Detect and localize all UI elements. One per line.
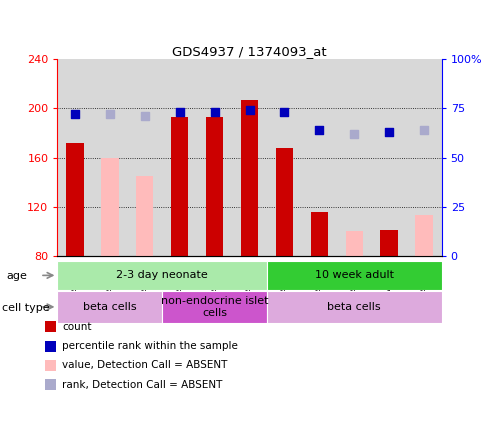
Point (280, 109, 288, 116)
Bar (241, 100, 258, 256)
Point (71, 111, 79, 118)
Text: value, Detection Call = ABSENT: value, Detection Call = ABSENT (62, 360, 227, 371)
Bar (310, 212, 328, 256)
Text: 2-3 day neonate: 2-3 day neonate (116, 270, 208, 280)
Text: cell type: cell type (2, 303, 50, 313)
Text: age: age (6, 271, 27, 281)
Point (211, 109, 219, 116)
Bar (57, 261, 267, 290)
Text: 10 week adult: 10 week adult (315, 270, 394, 280)
Bar (275, 148, 293, 256)
Bar (206, 117, 224, 256)
Bar (101, 157, 119, 256)
Point (141, 113, 149, 120)
Text: non-endocrine islet
cells: non-endocrine islet cells (161, 296, 268, 318)
Text: beta cells: beta cells (83, 302, 137, 312)
Point (106, 111, 114, 118)
Point (350, 131, 358, 137)
Bar (345, 231, 363, 256)
Point (420, 126, 428, 133)
Point (176, 109, 184, 116)
Title: GDS4937 / 1374093_at: GDS4937 / 1374093_at (172, 45, 327, 58)
Text: beta cells: beta cells (327, 302, 381, 312)
Bar (171, 117, 189, 256)
Bar (380, 230, 398, 256)
Point (246, 107, 253, 114)
Point (385, 129, 393, 135)
Bar (267, 261, 442, 290)
Text: count: count (62, 321, 91, 332)
Bar (57, 291, 162, 323)
Bar (267, 291, 442, 323)
Bar (66, 143, 84, 256)
Text: rank, Detection Call = ABSENT: rank, Detection Call = ABSENT (62, 380, 222, 390)
Bar (136, 176, 154, 256)
Text: percentile rank within the sample: percentile rank within the sample (62, 341, 238, 351)
Bar (415, 215, 433, 256)
Bar (162, 291, 267, 323)
Point (315, 126, 323, 133)
